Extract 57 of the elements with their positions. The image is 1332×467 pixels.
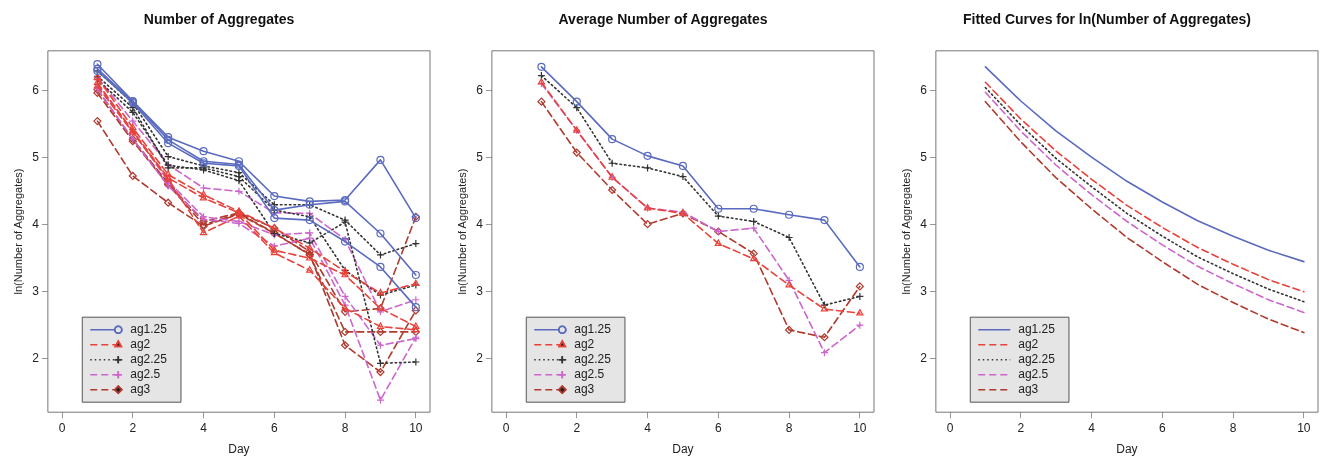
y-tick-label: 4: [32, 217, 40, 232]
y-tick-label: 5: [476, 150, 484, 165]
x-tick-label: 10: [1297, 420, 1311, 435]
legend-label: ag3: [1018, 382, 1039, 397]
legend-label: ag3: [130, 382, 151, 397]
legend-label: ag1.25: [130, 322, 168, 337]
legend-label: ag2.25: [130, 352, 168, 367]
x-tick-label: 0: [946, 420, 954, 435]
x-tick-label: 2: [1017, 420, 1025, 435]
x-axis-title: Day: [1116, 442, 1138, 457]
x-tick-label: 2: [129, 420, 137, 435]
x-tick-label: 8: [1229, 420, 1237, 435]
chart-title: Fitted Curves for ln(Number of Aggregates): [962, 11, 1252, 28]
y-tick-label: 3: [920, 284, 928, 299]
x-tick-label: 6: [270, 420, 278, 435]
y-tick-label: 2: [920, 350, 928, 365]
y-tick-label: 3: [476, 284, 484, 299]
y-tick-label: 2: [476, 350, 484, 365]
x-tick-label: 0: [502, 420, 510, 435]
legend-label: ag2: [574, 337, 595, 352]
legend-label: ag2.5: [130, 367, 161, 382]
x-tick-label: 2: [573, 420, 581, 435]
chart-title: Average Number of Aggregates: [558, 11, 768, 28]
legend-label: ag3: [574, 382, 595, 397]
legend-label: ag2.25: [574, 352, 612, 367]
x-axis-title: Day: [228, 442, 250, 457]
y-tick-label: 2: [32, 350, 40, 365]
y-tick-label: 6: [32, 83, 40, 98]
legend-label: ag2.25: [1018, 352, 1056, 367]
chart-title: Number of Aggregates: [143, 11, 295, 28]
legend-label: ag2.5: [574, 367, 605, 382]
x-tick-label: 4: [200, 420, 208, 435]
y-tick-label: 3: [32, 284, 40, 299]
x-tick-label: 6: [714, 420, 722, 435]
x-tick-label: 8: [785, 420, 793, 435]
y-tick-label: 5: [32, 150, 40, 165]
legend-label: ag1.25: [574, 322, 612, 337]
x-tick-label: 10: [853, 420, 867, 435]
x-tick-label: 4: [1088, 420, 1096, 435]
y-tick-label: 4: [920, 217, 928, 232]
x-tick-label: 10: [409, 420, 423, 435]
legend-label: ag2.5: [1018, 367, 1049, 382]
y-axis-title: ln(Number of Aggregates): [11, 168, 24, 295]
x-tick-label: 4: [644, 420, 652, 435]
x-tick-label: 6: [1158, 420, 1166, 435]
y-axis-title: ln(Number of Aggregates): [899, 168, 912, 295]
x-tick-label: 8: [341, 420, 349, 435]
legend-label: ag2: [130, 337, 151, 352]
legend-label: ag2: [1018, 337, 1039, 352]
y-tick-label: 5: [920, 150, 928, 165]
x-tick-label: 0: [58, 420, 66, 435]
y-tick-label: 6: [920, 83, 928, 98]
y-axis-title: ln(Number of Aggregates): [455, 168, 468, 295]
y-tick-label: 6: [476, 83, 484, 98]
y-tick-label: 4: [476, 217, 484, 232]
x-axis-title: Day: [672, 442, 694, 457]
legend-label: ag1.25: [1018, 322, 1056, 337]
